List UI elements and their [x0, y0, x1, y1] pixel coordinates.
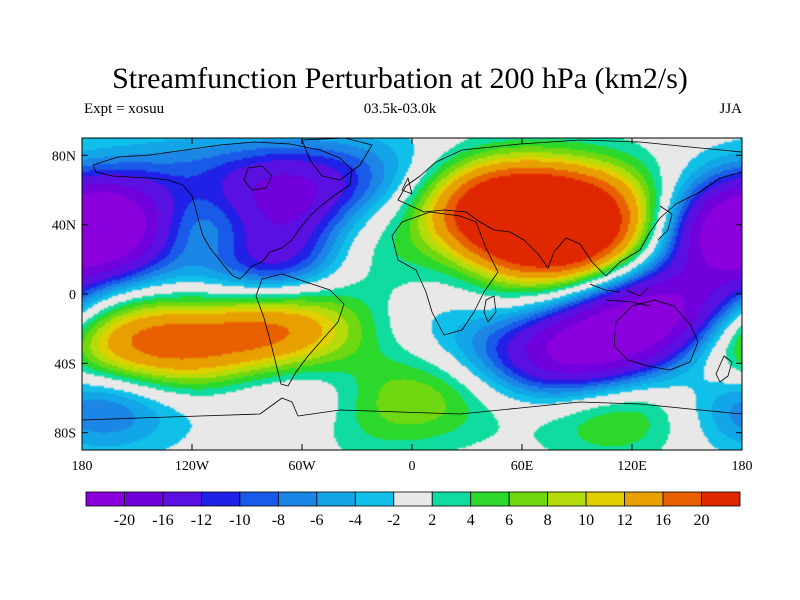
coastline-north-america	[92, 141, 353, 280]
colorbar-label: -2	[387, 512, 400, 529]
coastline-japan	[657, 205, 673, 241]
colorbar: -20 -16 -12 -10 -8 -6 -4 -2 2 4 6 8 10 12 16 20	[85, 491, 741, 529]
lon-tick-label: 180	[72, 459, 93, 474]
colorbar-label: -12	[191, 512, 212, 529]
colorbar-swatch	[585, 491, 625, 507]
lat-tick-label: 40S	[54, 357, 76, 372]
colorbar-label: 20	[694, 512, 710, 529]
coastline-eurasia	[397, 139, 742, 277]
colorbar-label: -10	[229, 512, 250, 529]
colorbar-swatch	[470, 491, 510, 507]
lon-tick-label: 0	[409, 459, 416, 474]
colorbar-swatch	[547, 491, 587, 507]
colorbar-label: 2	[428, 512, 436, 529]
colorbar-swatch	[662, 491, 702, 507]
lon-tick-label: 120E	[617, 459, 647, 474]
colorbar-label: -16	[152, 512, 173, 529]
colorbar-label: 6	[505, 512, 513, 529]
colorbar-label: -4	[349, 512, 362, 529]
coastline-madagascar	[483, 295, 497, 323]
lon-tick-label: 120W	[175, 459, 210, 474]
colorbar-swatch	[431, 491, 472, 507]
colorbar-swatch	[239, 491, 279, 507]
lat-tick-label: 80N	[52, 149, 76, 164]
difference-label: 03.5k-03.0k	[363, 101, 437, 117]
coastline-british-isles	[401, 177, 413, 195]
colorbar-swatch	[201, 491, 241, 507]
streamfunction-field	[82, 138, 742, 450]
colorbar-swatch	[124, 491, 164, 507]
coastline-new-zealand	[715, 355, 733, 383]
colorbar-swatch	[701, 491, 741, 507]
lat-tick-label: 0	[69, 288, 76, 303]
coastline-hudson-bay	[243, 165, 273, 191]
colorbar-swatch	[624, 491, 664, 507]
lat-tick-label: 80S	[54, 427, 76, 442]
colorbar-swatch	[508, 491, 549, 507]
coastline-antarctica	[82, 397, 742, 421]
colorbar-label: -20	[114, 512, 135, 529]
colorbar-label: 10	[578, 512, 594, 529]
map-title: Streamfunction Perturbation at 200 hPa (…	[112, 62, 688, 95]
coastline-indonesia	[589, 283, 651, 307]
colorbar-label: -6	[310, 512, 323, 529]
lon-tick-label: 180	[732, 459, 753, 474]
lat-tick-label: 40N	[52, 219, 76, 234]
colorbar-swatch	[277, 491, 318, 507]
colorbar-swatch	[393, 491, 433, 507]
colorbar-label: 16	[655, 512, 671, 529]
coastline-south-america	[255, 273, 345, 387]
colorbar-label: 4	[467, 512, 475, 529]
colorbar-swatch	[354, 491, 395, 507]
colorbar-label: 8	[544, 512, 552, 529]
experiment-label: Expt = xosuu	[84, 101, 165, 117]
colorbar-swatch	[316, 491, 356, 507]
coastline-africa	[391, 211, 499, 336]
colorbar-label: -8	[272, 512, 285, 529]
coastlines	[82, 138, 742, 421]
colorbar-swatch	[85, 491, 125, 507]
coastline-australia	[613, 299, 699, 371]
colorbar-label: 12	[617, 512, 633, 529]
latitude-axis: 80N 40N 0 40S 80S	[52, 149, 742, 442]
coastline-greenland	[301, 138, 373, 181]
lon-tick-label: 60W	[288, 459, 316, 474]
colorbar-swatch	[162, 491, 202, 507]
season-label: JJA	[719, 101, 742, 117]
longitude-axis: 180 120W 60W 0 60E 120E 180	[72, 138, 753, 474]
lon-tick-label: 60E	[511, 459, 534, 474]
